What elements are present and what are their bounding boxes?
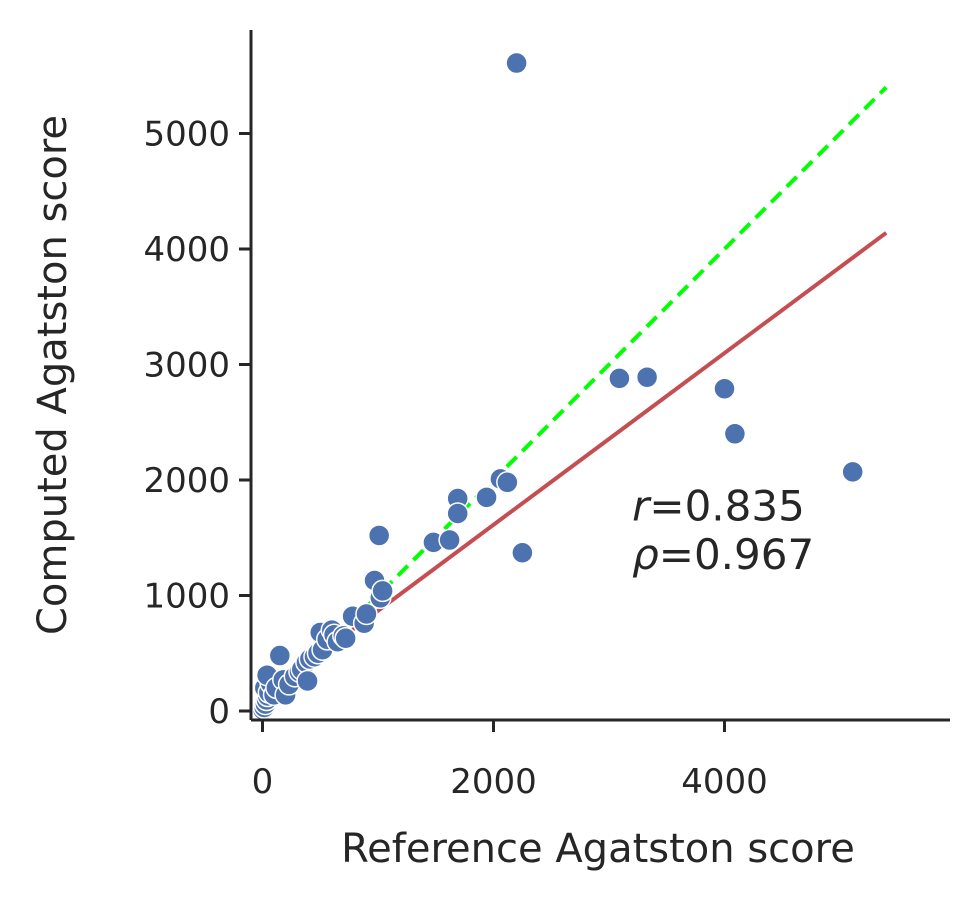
y-axis-title: Computed Agatston score: [30, 115, 76, 635]
data-point: [475, 486, 498, 509]
x-ticks: 0 2000 4000: [252, 720, 768, 802]
data-point: [635, 365, 659, 389]
y-tick-label: 0: [208, 692, 230, 732]
y-tick-label: 4000: [143, 230, 230, 270]
x-tick-label: 4000: [681, 762, 768, 802]
y-tick-label: 1000: [143, 577, 230, 617]
y-ticks: 0 1000 2000 3000 4000 5000: [143, 115, 251, 732]
data-point: [355, 602, 378, 626]
data-point: [438, 528, 461, 552]
data-point: [496, 471, 519, 494]
x-axis-title: Reference Agatston score: [341, 826, 855, 872]
data-point: [334, 626, 357, 650]
data-point: [446, 502, 469, 525]
identity-line-layer: [256, 85, 888, 718]
x-tick-label: 2000: [450, 762, 537, 802]
x-tick-label: 0: [252, 762, 274, 802]
data-point: [511, 541, 534, 565]
data-point: [371, 579, 394, 603]
data-point: [608, 367, 631, 390]
correlation-annotation: r=0.835: [632, 481, 805, 530]
y-tick-label: 3000: [143, 346, 230, 386]
data-point: [713, 377, 736, 401]
y-tick-label: 5000: [143, 115, 230, 155]
identity-line: [256, 85, 888, 718]
data-point: [723, 422, 747, 446]
data-point: [505, 51, 528, 75]
data-point: [296, 669, 319, 693]
data-point: [367, 524, 391, 547]
y-tick-label: 2000: [143, 461, 230, 501]
correlation-annotation: ρ=0.967: [632, 530, 814, 579]
points-layer: [251, 51, 864, 722]
data-point: [268, 644, 292, 667]
data-point: [841, 460, 864, 484]
